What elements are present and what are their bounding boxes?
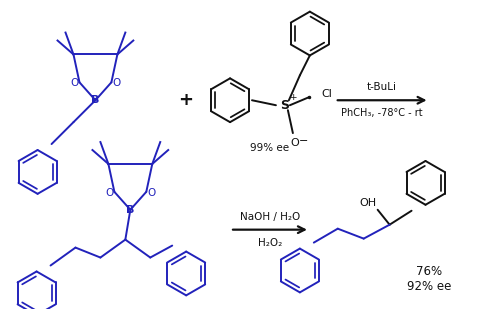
Text: B: B: [126, 205, 134, 215]
Text: PhCH₃, -78°C - rt: PhCH₃, -78°C - rt: [342, 108, 423, 118]
Text: O: O: [147, 188, 156, 198]
Text: NaOH / H₂O: NaOH / H₂O: [240, 212, 300, 222]
Text: H₂O₂: H₂O₂: [258, 238, 282, 248]
Text: t-BuLi: t-BuLi: [367, 82, 397, 92]
Text: +: +: [178, 91, 192, 109]
Text: O: O: [70, 78, 78, 88]
Text: 99% ee: 99% ee: [250, 143, 290, 153]
Text: +: +: [289, 93, 296, 102]
Text: 92% ee: 92% ee: [408, 280, 452, 293]
Text: O: O: [106, 188, 114, 198]
Text: 76%: 76%: [416, 265, 442, 278]
Text: O: O: [112, 78, 120, 88]
Text: −: −: [299, 136, 308, 146]
Text: OH: OH: [359, 198, 376, 208]
Text: B: B: [91, 95, 100, 105]
Text: Cl: Cl: [322, 89, 332, 99]
Text: S: S: [280, 99, 289, 112]
Text: O: O: [290, 138, 299, 148]
